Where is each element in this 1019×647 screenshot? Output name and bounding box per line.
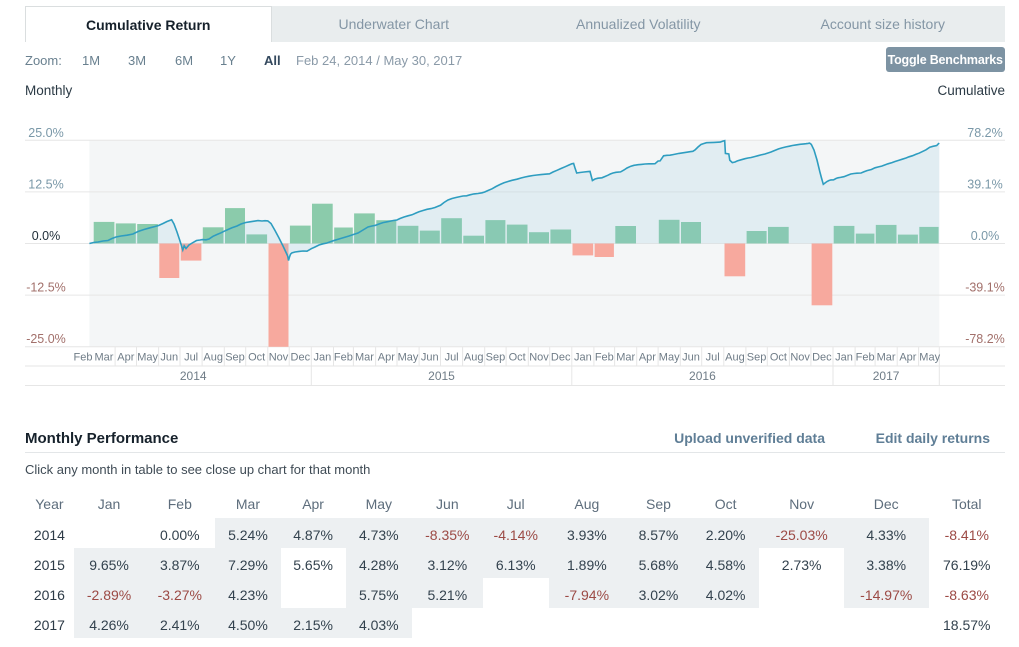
svg-text:Jan: Jan	[835, 351, 853, 363]
svg-text:Jul: Jul	[184, 351, 198, 363]
svg-text:Apr: Apr	[899, 351, 916, 363]
svg-text:Aug: Aug	[464, 351, 484, 363]
svg-text:39.1%: 39.1%	[967, 177, 1002, 191]
svg-text:Jun: Jun	[160, 351, 178, 363]
svg-text:Sep: Sep	[225, 351, 245, 363]
svg-text:25.0%: 25.0%	[28, 126, 63, 140]
svg-text:Jul: Jul	[706, 351, 720, 363]
svg-text:2017: 2017	[873, 369, 900, 383]
svg-text:Sep: Sep	[486, 351, 506, 363]
svg-text:Dec: Dec	[551, 351, 571, 363]
svg-text:0.0%: 0.0%	[32, 229, 61, 243]
svg-text:Jun: Jun	[421, 351, 439, 363]
svg-text:Nov: Nov	[269, 351, 289, 363]
svg-text:Aug: Aug	[725, 351, 745, 363]
svg-text:Jan: Jan	[314, 351, 332, 363]
svg-text:Mar: Mar	[616, 351, 635, 363]
svg-text:Oct: Oct	[770, 351, 787, 363]
svg-text:2016: 2016	[689, 369, 716, 383]
svg-text:Mar: Mar	[95, 351, 114, 363]
svg-text:Feb: Feb	[595, 351, 614, 363]
svg-text:12.5%: 12.5%	[28, 177, 63, 191]
svg-text:Oct: Oct	[509, 351, 526, 363]
svg-text:May: May	[919, 351, 940, 363]
svg-text:Apr: Apr	[117, 351, 134, 363]
svg-text:Nov: Nov	[529, 351, 549, 363]
svg-text:Aug: Aug	[203, 351, 223, 363]
svg-text:Nov: Nov	[790, 351, 810, 363]
svg-text:-39.1%: -39.1%	[965, 281, 1005, 295]
svg-text:Jul: Jul	[445, 351, 459, 363]
svg-text:Mar: Mar	[355, 351, 374, 363]
svg-text:May: May	[398, 351, 419, 363]
svg-text:78.2%: 78.2%	[967, 126, 1002, 140]
svg-text:Feb: Feb	[856, 351, 875, 363]
svg-text:Sep: Sep	[747, 351, 767, 363]
svg-text:Feb: Feb	[74, 351, 93, 363]
svg-text:Apr: Apr	[378, 351, 395, 363]
svg-text:Dec: Dec	[291, 351, 311, 363]
svg-text:Jan: Jan	[574, 351, 592, 363]
svg-text:May: May	[659, 351, 680, 363]
svg-text:-78.2%: -78.2%	[965, 332, 1005, 346]
svg-text:2015: 2015	[428, 369, 455, 383]
svg-text:0.0%: 0.0%	[971, 229, 1000, 243]
svg-text:-12.5%: -12.5%	[26, 281, 66, 295]
svg-text:2014: 2014	[180, 369, 207, 383]
svg-text:-25.0%: -25.0%	[26, 332, 66, 346]
svg-text:Dec: Dec	[812, 351, 832, 363]
svg-text:Mar: Mar	[877, 351, 896, 363]
svg-text:Apr: Apr	[639, 351, 656, 363]
svg-text:Feb: Feb	[334, 351, 353, 363]
svg-text:May: May	[137, 351, 158, 363]
svg-text:Jun: Jun	[682, 351, 700, 363]
svg-text:Oct: Oct	[248, 351, 265, 363]
